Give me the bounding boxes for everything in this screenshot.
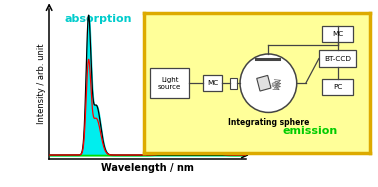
Text: PC: PC xyxy=(333,84,342,90)
Text: MC: MC xyxy=(332,31,343,37)
Text: Light
source: Light source xyxy=(158,77,181,90)
Text: absorption: absorption xyxy=(65,14,132,24)
FancyBboxPatch shape xyxy=(319,50,356,67)
Y-axis label: Intensity / arb. unit: Intensity / arb. unit xyxy=(37,44,46,124)
FancyBboxPatch shape xyxy=(322,79,353,95)
X-axis label: Wavelength / nm: Wavelength / nm xyxy=(101,163,194,173)
Text: Integrating sphere: Integrating sphere xyxy=(228,118,309,127)
Text: emission: emission xyxy=(282,126,338,136)
FancyBboxPatch shape xyxy=(150,68,189,98)
Text: BT-CCD: BT-CCD xyxy=(324,56,351,62)
Polygon shape xyxy=(257,75,271,91)
FancyBboxPatch shape xyxy=(230,78,237,89)
FancyBboxPatch shape xyxy=(322,26,353,42)
Circle shape xyxy=(240,54,297,112)
FancyBboxPatch shape xyxy=(203,75,222,91)
Text: MC: MC xyxy=(207,80,218,86)
